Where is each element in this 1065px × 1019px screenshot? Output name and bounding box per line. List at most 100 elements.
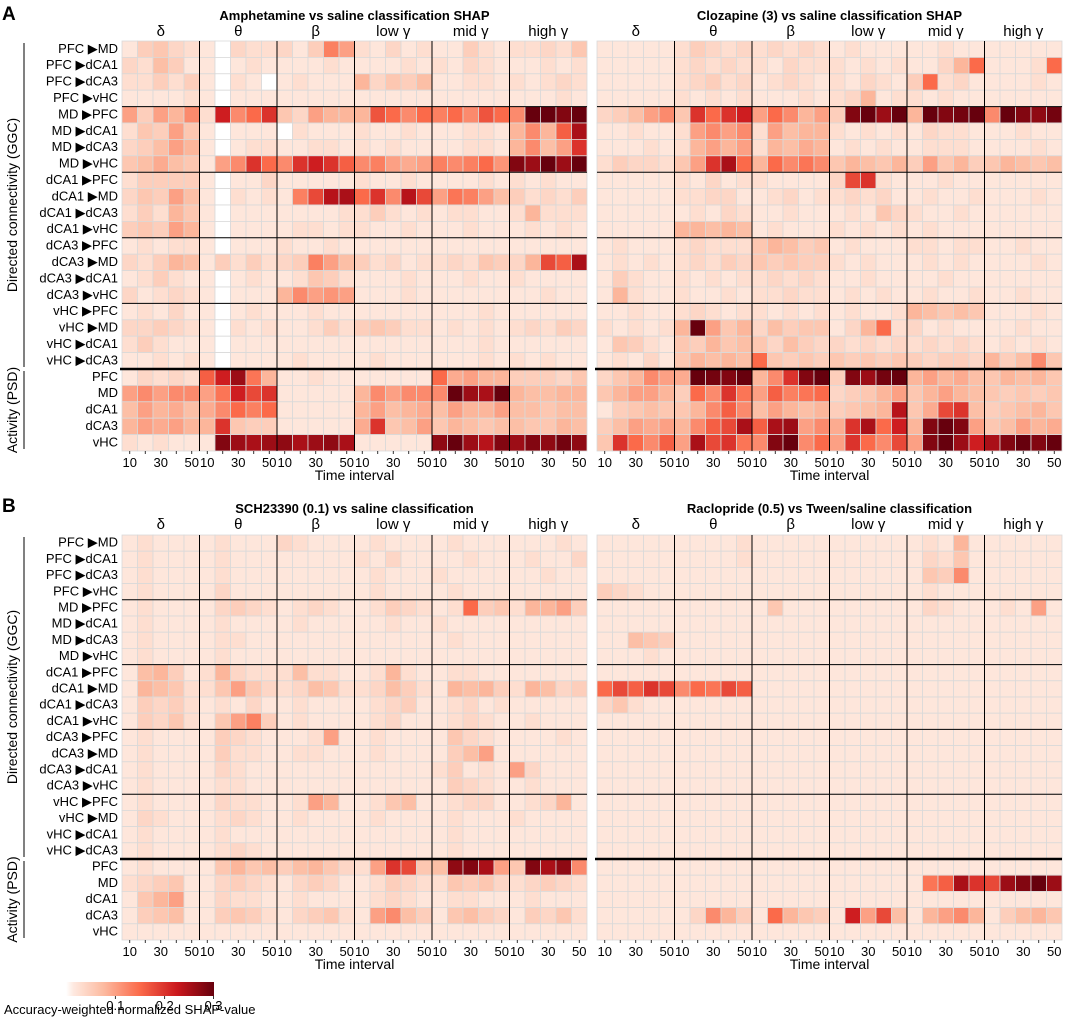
heatmap-cell: [230, 335, 247, 354]
heatmap-cell: [984, 171, 1001, 189]
heatmap-cell: [953, 368, 970, 386]
heatmap-cell: [612, 138, 629, 157]
heatmap-cell: [199, 858, 216, 876]
heatmap-cell: [276, 567, 293, 585]
heatmap-cell: [984, 891, 1001, 909]
heatmap-cell: [555, 648, 572, 666]
heatmap-cell: [276, 319, 293, 337]
heatmap-cell: [922, 368, 939, 386]
heatmap-cell: [674, 648, 691, 666]
heatmap-cell: [524, 583, 541, 601]
heatmap-cell: [385, 648, 402, 666]
heatmap-cell: [431, 858, 448, 876]
heatmap-cell: [354, 335, 371, 354]
heatmap-cell: [400, 777, 417, 795]
heatmap-cell: [447, 352, 464, 370]
heatmap-cell: [891, 89, 908, 107]
heatmap-cell: [1015, 891, 1032, 909]
heatmap-cell: [121, 729, 138, 747]
heatmap-cell: [276, 664, 293, 682]
heatmap-cell: [540, 253, 557, 271]
heatmap-cell: [937, 907, 954, 925]
heatmap-cell: [999, 434, 1016, 452]
heatmap-cell: [493, 874, 510, 892]
heatmap-cell: [571, 712, 588, 730]
heatmap-cell: [338, 417, 355, 436]
heatmap-cell: [493, 401, 510, 419]
heatmap-cell: [736, 680, 753, 698]
heatmap-cell: [922, 599, 939, 617]
heatmap-cell: [416, 57, 433, 75]
row-label: vHC ▶MD: [59, 320, 118, 335]
heatmap-cell: [338, 204, 355, 222]
heatmap-cell: [891, 810, 908, 828]
heatmap-cell: [937, 138, 954, 157]
heatmap-cell: [214, 384, 231, 403]
heatmap-cell: [168, 777, 185, 795]
heatmap-cell: [643, 302, 660, 321]
band-label: low γ: [376, 23, 411, 40]
heatmap-cell: [571, 907, 588, 925]
heatmap-cell: [168, 253, 185, 271]
heatmap-cell: [199, 155, 216, 173]
row-label: MD ▶vHC: [59, 156, 118, 171]
heatmap-cell: [1046, 319, 1063, 337]
heatmap-cell: [524, 106, 541, 124]
heatmap-cell: [953, 550, 970, 568]
heatmap-cell: [199, 826, 216, 844]
heatmap-cell: [261, 534, 278, 552]
heatmap-cell: [121, 680, 138, 698]
heatmap-cell: [214, 57, 231, 75]
heatmap-cell: [1030, 615, 1047, 633]
heatmap-cell: [168, 615, 185, 633]
heatmap-cell: [447, 286, 464, 304]
heatmap-cell: [307, 712, 324, 730]
heatmap-cell: [385, 335, 402, 354]
heatmap-cell: [292, 729, 309, 747]
heatmap-cell: [798, 648, 815, 666]
heatmap-cell: [385, 155, 402, 173]
heatmap-cell: [168, 106, 185, 124]
heatmap-cell: [354, 171, 371, 189]
heatmap-cell: [571, 923, 588, 941]
heatmap-cell: [509, 648, 526, 666]
heatmap-cell: [261, 599, 278, 617]
heatmap-cell: [968, 874, 985, 892]
heatmap-cell: [137, 680, 154, 698]
x-tick-label: 30: [861, 455, 875, 470]
heatmap-title: Raclopride (0.5) vs Tween/saline classif…: [687, 501, 972, 516]
heatmap-cell: [276, 434, 293, 452]
heatmap-cell: [509, 810, 526, 828]
x-tick-label: 10: [598, 944, 612, 959]
heatmap-cell: [751, 237, 768, 255]
heatmap-cell: [674, 567, 691, 585]
heatmap-cell: [369, 907, 386, 925]
heatmap-cell: [261, 923, 278, 941]
heatmap-cell: [937, 648, 954, 666]
heatmap-cell: [462, 335, 479, 354]
heatmap-cell: [400, 237, 417, 255]
heatmap-cell: [230, 648, 247, 666]
heatmap-cell: [276, 106, 293, 124]
heatmap-cell: [937, 793, 954, 811]
heatmap-cell: [555, 631, 572, 649]
heatmap-cell: [323, 417, 340, 436]
heatmap-cell: [540, 89, 557, 107]
row-label: MD ▶dCA1: [52, 123, 118, 138]
heatmap-cell: [369, 599, 386, 617]
heatmap-cell: [782, 648, 799, 666]
heatmap-cell: [658, 352, 675, 370]
heatmap-cell: [354, 434, 371, 452]
heatmap-cell: [493, 368, 510, 386]
heatmap-cell: [183, 599, 200, 617]
heatmap-cell: [844, 319, 861, 337]
heatmap-cell: [137, 286, 154, 304]
heatmap-cell: [922, 188, 939, 206]
heatmap-cell: [493, 40, 510, 58]
heatmap-cell: [1046, 615, 1063, 633]
heatmap-cell: [540, 122, 557, 140]
heatmap-cell: [1015, 89, 1032, 107]
heatmap-cell: [829, 89, 846, 107]
heatmap-cell: [462, 615, 479, 633]
heatmap-cell: [612, 188, 629, 206]
